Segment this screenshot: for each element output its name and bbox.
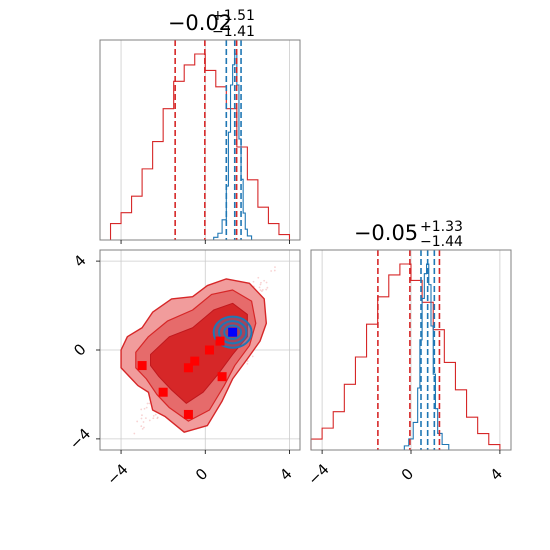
marginal-y-title-sub: −1.44 — [420, 234, 463, 250]
marker-blue-square — [228, 327, 238, 337]
sample-point — [141, 427, 144, 430]
marker-red-square — [183, 363, 193, 373]
sample-point — [246, 360, 249, 362]
sample-point — [144, 417, 147, 420]
sample-point — [252, 280, 255, 283]
joint-panel: −4 0 4 −4 0 4 — [66, 249, 301, 489]
sample-point — [266, 286, 269, 289]
sample-point — [265, 288, 268, 291]
marginal-y-title-sup: +1.33 — [420, 219, 463, 235]
sample-point — [246, 362, 249, 365]
sample-point — [258, 286, 261, 289]
marginal-x-title-sub: −1.41 — [212, 24, 255, 40]
x-tick-label: −4 — [103, 460, 131, 488]
sample-point — [152, 415, 155, 417]
sample-point — [259, 283, 262, 286]
y-tick-label: 4 — [70, 251, 89, 270]
marginal-y-panel: −0.05 +1.33 −1.44 −4 0 4 — [304, 219, 512, 489]
sample-point — [251, 355, 254, 358]
sample-point — [152, 417, 155, 420]
marker-red-square — [137, 361, 147, 371]
histogram-series-blue — [403, 263, 450, 450]
marker-red-square — [204, 345, 214, 355]
x-tick-label: 0 — [398, 465, 417, 484]
x-tick-label: 4 — [276, 465, 295, 484]
sample-point — [261, 289, 264, 291]
marker-red-square — [217, 372, 227, 382]
marker-red-square — [183, 409, 193, 419]
y-tick-label: 0 — [70, 340, 89, 359]
sample-point — [156, 417, 159, 420]
marginal-x-title-sup: +1.51 — [212, 8, 255, 24]
sample-point — [263, 279, 266, 282]
panel-frame — [99, 39, 301, 241]
joint-content — [100, 250, 300, 450]
marker-red-square — [158, 387, 168, 397]
marginal-y-title-value: −0.05 — [354, 221, 418, 245]
sample-point — [148, 402, 151, 405]
x-tick-label: −4 — [304, 460, 332, 488]
sample-point — [257, 276, 260, 279]
sample-point — [143, 407, 146, 410]
sample-point — [140, 417, 143, 420]
sample-point — [270, 270, 273, 272]
marginal-x-title-value: −0.02 — [168, 11, 232, 35]
sample-point — [148, 419, 151, 422]
marker-red-square — [215, 336, 225, 346]
marginal-x-panel: −0.02 +1.51 −1.41 — [99, 8, 301, 244]
x-tick-label: 0 — [192, 465, 211, 484]
blue-contour — [223, 324, 243, 340]
sample-point — [133, 432, 136, 435]
sample-point — [265, 281, 268, 284]
sample-point — [143, 426, 145, 429]
sample-point — [136, 420, 139, 423]
marginal-y-title: −0.05 — [354, 221, 418, 245]
contour-inner — [150, 302, 248, 404]
sample-point — [145, 406, 148, 409]
blue-contour — [217, 320, 248, 345]
x-tick-label: 4 — [487, 465, 506, 484]
marginal-x-title: −0.02 — [168, 11, 232, 35]
sample-point — [141, 414, 143, 417]
sample-point — [260, 281, 262, 284]
sample-point — [274, 266, 276, 269]
y-tick-label: −4 — [66, 425, 94, 453]
sample-point — [140, 425, 143, 428]
sample-point — [140, 408, 143, 411]
sample-point — [154, 413, 157, 416]
sample-point — [260, 290, 263, 292]
histogram-series-red — [310, 263, 501, 450]
sample-point — [259, 289, 262, 292]
marker-red-square — [190, 356, 200, 366]
sample-point — [146, 402, 149, 405]
sample-point — [273, 269, 276, 272]
sample-point — [142, 421, 145, 423]
histogram-series-red — [109, 53, 291, 240]
